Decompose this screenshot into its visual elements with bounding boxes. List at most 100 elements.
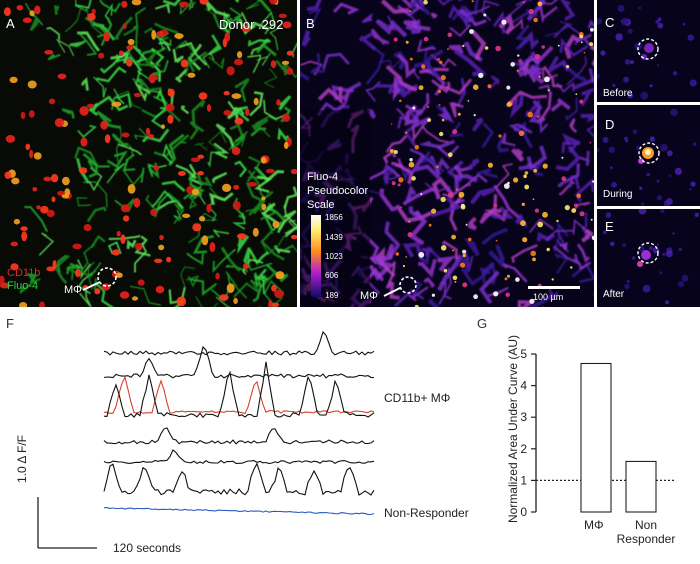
background-speck bbox=[624, 136, 629, 141]
fluo4-fiber bbox=[57, 254, 67, 273]
fluo4-fiber bbox=[229, 7, 250, 31]
calcium-hotspot bbox=[589, 42, 594, 47]
background-speck bbox=[665, 300, 670, 305]
cd11b-cell bbox=[199, 0, 209, 5]
fluo4-fiber bbox=[189, 121, 205, 140]
pseudocolor-vessel bbox=[545, 229, 575, 242]
calcium-trace bbox=[103, 427, 375, 445]
fluo4-fiber bbox=[76, 264, 81, 269]
pseudocolor-vessel bbox=[572, 201, 591, 212]
fluo4-fiber bbox=[261, 202, 277, 223]
calcium-hotspot bbox=[506, 85, 511, 90]
pseudocolor-vessel bbox=[300, 70, 310, 81]
fluo4-fiber bbox=[189, 278, 218, 296]
background-speck bbox=[690, 181, 696, 187]
cd11b-cell bbox=[261, 196, 266, 201]
cd11b-cell bbox=[123, 215, 130, 222]
calcium-hotspot bbox=[473, 294, 478, 300]
fluo4-fiber bbox=[90, 234, 106, 249]
fluo4-fiber bbox=[261, 235, 286, 256]
fluo4-fiber bbox=[111, 133, 129, 146]
responder-label: CD11b+ MΦ bbox=[384, 391, 451, 405]
cd11b-cell bbox=[241, 25, 251, 32]
scale-bar bbox=[528, 286, 580, 289]
calcium-hotspot bbox=[557, 44, 560, 47]
cd11b-cell bbox=[218, 294, 229, 301]
cd11b-cell bbox=[20, 226, 28, 232]
cd11b-cell bbox=[150, 208, 158, 217]
fluo4-fiber bbox=[141, 128, 170, 143]
calcium-hotspot bbox=[544, 76, 550, 83]
cd11b-cell bbox=[29, 149, 34, 159]
cd11b-cell bbox=[187, 72, 196, 78]
fluo4-fiber bbox=[253, 274, 265, 288]
fluo4-fiber bbox=[155, 3, 171, 14]
cd11b-cell bbox=[75, 269, 81, 278]
background-speck bbox=[659, 271, 663, 275]
panel-e-micrograph: E After bbox=[597, 209, 700, 307]
cd11b-cell bbox=[278, 13, 287, 18]
fluo4-fiber bbox=[245, 0, 261, 10]
cd11b-cell bbox=[3, 7, 11, 17]
cd11b-cell bbox=[192, 223, 202, 232]
cd11b-cell bbox=[282, 113, 291, 122]
macrophage-circle bbox=[399, 276, 417, 294]
cd11b-cell bbox=[20, 111, 26, 120]
pseudocolor-vessel bbox=[358, 32, 377, 51]
pseudocolor-vessel bbox=[431, 196, 463, 218]
fluo4-fiber bbox=[247, 39, 271, 47]
calcium-hotspot bbox=[428, 223, 432, 227]
cd11b-cell bbox=[16, 5, 24, 11]
pseudocolor-vessel bbox=[539, 4, 558, 24]
calcium-hotspot bbox=[493, 204, 497, 208]
fluo4-fiber bbox=[263, 279, 285, 307]
bar bbox=[625, 460, 657, 513]
cd11b-cell bbox=[50, 174, 59, 183]
pseudocolor-vessel bbox=[440, 282, 452, 300]
cd11b-cell bbox=[286, 50, 294, 56]
calcium-hotspot bbox=[524, 184, 530, 190]
x-tick-line: Responder bbox=[616, 532, 676, 546]
y-tick-label: 2 bbox=[520, 442, 527, 456]
pseudocolor-vessel bbox=[464, 4, 475, 25]
background-speck bbox=[648, 246, 653, 251]
calcium-hotspot bbox=[556, 219, 559, 223]
fluo4-fiber bbox=[153, 134, 190, 158]
fluo4-fiber bbox=[260, 230, 285, 261]
calcium-hotspot bbox=[542, 211, 548, 218]
calcium-hotspot bbox=[467, 100, 470, 102]
calcium-hotspot bbox=[495, 239, 498, 242]
background-speck bbox=[662, 252, 666, 256]
cd11b-cell bbox=[131, 0, 142, 6]
macrophage-arrow bbox=[82, 281, 101, 291]
fluo4-fiber bbox=[199, 212, 218, 222]
pseudocolor-vessel bbox=[370, 28, 390, 46]
calcium-hotspot bbox=[402, 264, 405, 268]
calcium-hotspot bbox=[431, 208, 437, 214]
cd11b-cell bbox=[274, 289, 284, 299]
calcium-hotspot bbox=[438, 90, 441, 93]
y-tick-label: 0 bbox=[520, 505, 527, 519]
fluo4-fiber bbox=[234, 77, 250, 103]
background-speck bbox=[621, 17, 629, 26]
cd11b-cell bbox=[33, 152, 42, 160]
background-speck bbox=[670, 108, 678, 117]
fluo4-fiber bbox=[113, 16, 133, 40]
pseudocolor-vessel bbox=[479, 266, 491, 284]
panel-letter: F bbox=[6, 316, 14, 331]
fluo4-fiber bbox=[234, 160, 248, 178]
pseudocolor-vessel bbox=[388, 281, 400, 300]
cd11b-cell bbox=[57, 73, 67, 80]
cd11b-cell bbox=[281, 60, 290, 65]
calcium-hotspot bbox=[389, 149, 394, 153]
legend-cd11b: CD11b bbox=[7, 267, 41, 279]
calcium-hotspot bbox=[460, 262, 466, 268]
cd11b-cell bbox=[182, 213, 191, 218]
background-speck bbox=[603, 230, 607, 235]
cd11b-cell bbox=[286, 67, 294, 75]
fluo4-fiber bbox=[212, 229, 230, 238]
pseudocolor-vessel bbox=[476, 168, 498, 179]
calcium-hotspot bbox=[575, 93, 578, 96]
cd11b-cell bbox=[226, 66, 235, 76]
scale-tick: 606 bbox=[325, 271, 339, 280]
